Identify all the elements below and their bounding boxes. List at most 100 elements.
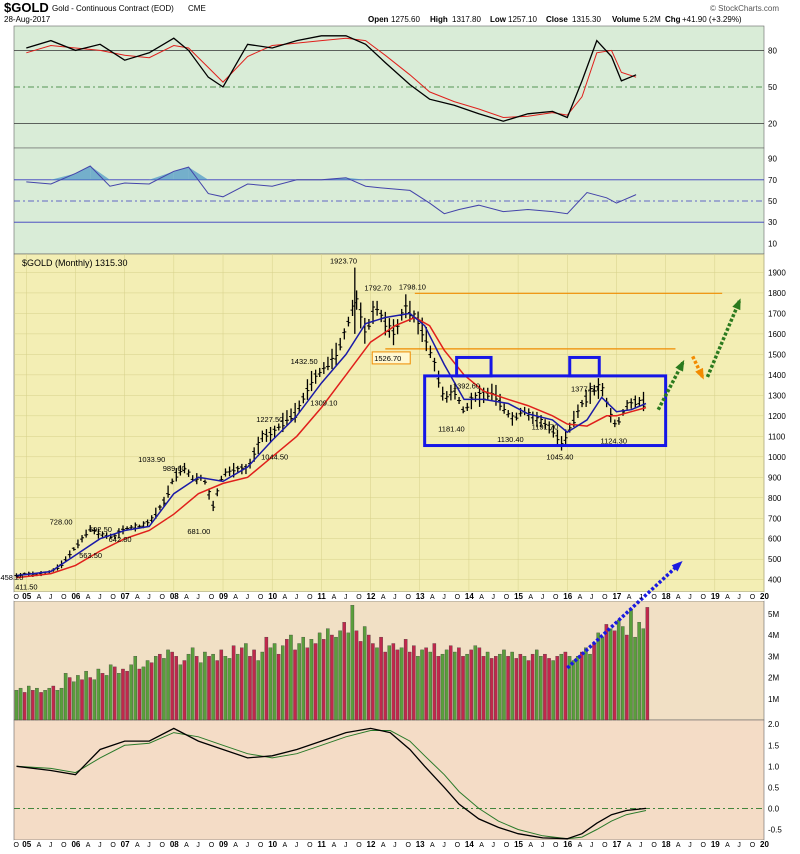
- volume-bar: [641, 628, 646, 721]
- volume-bar: [153, 656, 158, 721]
- volume-bar: [31, 690, 35, 721]
- volume-bar: [543, 653, 547, 721]
- watermark: © StockCharts.com: [710, 4, 779, 13]
- rsi-overbought-fill: [188, 167, 209, 180]
- volume-bar: [51, 685, 56, 721]
- volume-bar: [211, 653, 215, 721]
- volume-bar: [96, 668, 101, 721]
- price-annotation: 681.00: [187, 527, 210, 536]
- volume-bar: [264, 636, 269, 721]
- x-axis-top-month-label: O: [13, 594, 19, 601]
- x-axis-top-month-label: O: [651, 594, 657, 601]
- volume-bar: [403, 639, 408, 721]
- volume-bar: [84, 670, 88, 721]
- x-axis-top-month-label: O: [553, 594, 559, 601]
- volume-bar: [481, 656, 486, 721]
- x-axis-bottom-year-label: 08: [170, 840, 179, 849]
- rsi-overbought-fill: [345, 177, 366, 180]
- price-annotation: 1124.30: [600, 436, 627, 445]
- volume-bar: [530, 653, 535, 721]
- volume-bar: [342, 622, 346, 721]
- x-axis-top-month-label: J: [147, 594, 151, 601]
- x-axis-bottom-month-label: J: [688, 842, 692, 849]
- x-axis-bottom-year-label: 16: [563, 840, 572, 849]
- price-annotation: 692.50: [89, 525, 112, 534]
- x-axis-top-year-label: 13: [416, 592, 425, 601]
- price-annotation: 728.00: [50, 518, 73, 527]
- x-axis-bottom-month-label: O: [651, 842, 657, 849]
- x-axis-bottom-year-label: 12: [367, 840, 376, 849]
- x-axis-top-month-label: A: [184, 594, 189, 601]
- stochastic-layer: 20 50 80: [14, 35, 777, 129]
- x-axis-bottom-year-label: 10: [268, 840, 277, 849]
- x-axis-bottom-month-label: J: [639, 842, 643, 849]
- x-axis-top-month-label: A: [381, 594, 386, 601]
- volume-bar: [371, 643, 375, 721]
- x-axis-bottom-month-label: J: [393, 842, 397, 849]
- volume-bar: [338, 630, 342, 721]
- x-axis-bottom-year-label: 20: [760, 840, 769, 849]
- x-axis-bottom-month-label: J: [98, 842, 102, 849]
- x-axis-bottom-year-label: 15: [514, 840, 523, 849]
- macd-panel: [13, 719, 765, 841]
- x-axis-top-year-label: 07: [121, 592, 130, 601]
- volume-bar: [334, 636, 338, 721]
- volume-bar: [514, 658, 519, 721]
- x-axis-top-month-label: J: [541, 594, 545, 601]
- volume-bar: [424, 647, 428, 721]
- volume-bar: [256, 660, 260, 721]
- price-y-tick: 500: [768, 555, 782, 564]
- x-axis-top-month-label: A: [37, 594, 42, 601]
- volume-bar: [350, 605, 355, 721]
- volume-bar: [436, 656, 441, 721]
- x-axis-top-month-label: O: [160, 594, 166, 601]
- x-axis-top-month-label: O: [701, 594, 707, 601]
- volume-bar: [215, 660, 219, 721]
- price-layer: 400 500 600 700 800 900 1000 1100 1200 1300 1400 15…: [0, 254, 786, 592]
- volume-bar: [354, 630, 359, 721]
- x-axis-top-month-label: J: [246, 594, 250, 601]
- price-panel-title: $GOLD (Monthly) 1315.30: [22, 258, 128, 268]
- chart-date: 28-Aug-2017: [4, 15, 51, 24]
- price-annotation: 1923.70: [330, 257, 357, 266]
- sma-fast-line: [16, 312, 647, 577]
- x-axis-top-month-label: J: [393, 594, 397, 601]
- price-annotation: 1526.70: [374, 354, 401, 363]
- volume-bar: [584, 647, 588, 721]
- volume-bar: [391, 643, 396, 721]
- volume-bar: [203, 651, 207, 721]
- volume-bar: [498, 653, 502, 721]
- x-axis-top-month-label: A: [725, 594, 730, 601]
- close-value: 1315.30: [572, 15, 601, 24]
- price-y-tick: 800: [768, 494, 782, 503]
- consolidation-box: [423, 374, 668, 448]
- volume-bar: [305, 647, 310, 721]
- volume-bar: [194, 656, 199, 721]
- x-axis-top-month-label: J: [49, 594, 53, 601]
- volume-bar: [100, 673, 105, 721]
- price-annotation: 1033.90: [138, 455, 165, 464]
- orange-arrow: [691, 355, 705, 378]
- x-axis-bottom-year-label: 11: [317, 840, 326, 849]
- price-annotation: 411.50: [15, 582, 37, 591]
- volume-bar: [313, 643, 318, 721]
- volume-bar: [39, 692, 43, 721]
- volume-bar: [285, 639, 289, 721]
- volume-bar: [358, 641, 363, 721]
- price-y-tick: 1900: [768, 268, 786, 277]
- price-y-tick: 900: [768, 473, 782, 482]
- price-y-tick: 1600: [768, 330, 786, 339]
- volume-y-tick: 1M: [768, 695, 779, 704]
- volume-bar: [399, 647, 404, 721]
- stoch-y-tick: 50: [768, 83, 777, 92]
- volume-bar: [522, 656, 527, 721]
- x-axis-top-year-label: 06: [71, 592, 80, 601]
- volume-bar: [625, 634, 629, 721]
- volume-bar: [502, 649, 506, 721]
- volume-bar: [248, 656, 252, 721]
- volume-bar: [88, 677, 92, 721]
- x-axis-bottom-year-label: 18: [662, 840, 671, 849]
- x-axis-top-month-label: O: [356, 594, 362, 601]
- volume-bar: [518, 653, 523, 721]
- volume-bar: [600, 636, 605, 721]
